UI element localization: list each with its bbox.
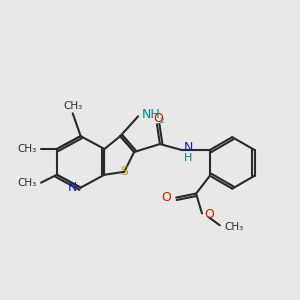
Text: O: O — [204, 208, 214, 221]
Text: O: O — [153, 112, 163, 125]
Text: NH: NH — [142, 108, 161, 121]
Text: H: H — [184, 153, 192, 163]
Text: S: S — [120, 165, 128, 178]
Text: N: N — [184, 140, 193, 154]
Text: CH₃: CH₃ — [63, 101, 82, 111]
Text: ₂: ₂ — [160, 115, 164, 125]
Text: CH₃: CH₃ — [18, 144, 37, 154]
Text: CH₃: CH₃ — [18, 178, 37, 188]
Text: N: N — [67, 181, 77, 194]
Text: O: O — [161, 191, 171, 204]
Text: CH₃: CH₃ — [225, 222, 244, 232]
